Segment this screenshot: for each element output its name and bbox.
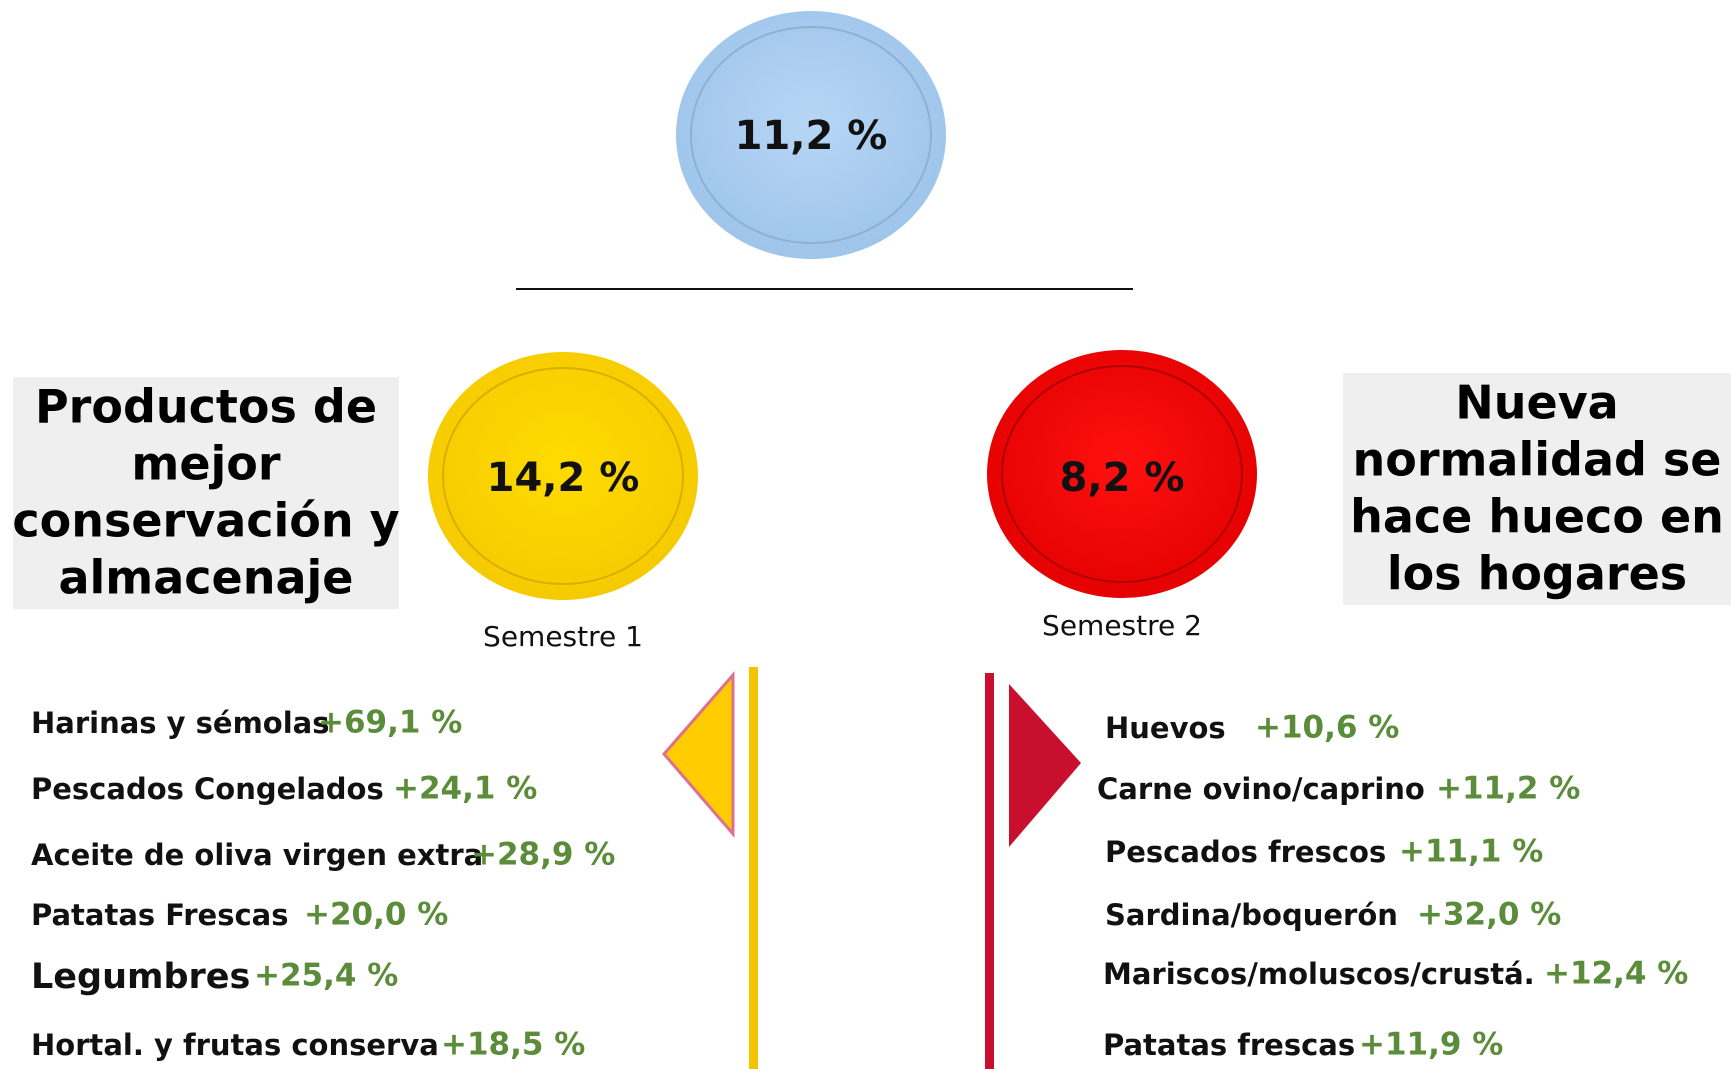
right-ring: [1001, 365, 1243, 583]
right-title: los hogares: [1387, 547, 1687, 601]
right-title: Nueva: [1455, 376, 1618, 430]
total-ring: [690, 26, 932, 244]
item-value: +32,0 %: [1417, 897, 1561, 933]
item-value: +24,1 %: [393, 771, 537, 807]
item-name: Hortal. y frutas conserva: [31, 1028, 439, 1062]
item-value: +10,6 %: [1255, 710, 1399, 746]
left-value: 14,2 %: [487, 455, 640, 501]
item-value: +28,9 %: [471, 837, 615, 873]
item-name: Pescados Congelados: [31, 772, 384, 806]
item-value: +25,4 %: [254, 958, 398, 994]
item-name: Pescados frescos: [1105, 835, 1386, 869]
right-title: hace hueco en: [1350, 490, 1724, 544]
item-name: Legumbres: [31, 957, 250, 997]
right-title: normalidad se: [1352, 433, 1721, 487]
right-label: Semestre 2: [1042, 609, 1202, 642]
right-box: [1343, 373, 1731, 605]
item-value: +11,9 %: [1359, 1027, 1503, 1063]
item-value: +12,4 %: [1544, 956, 1688, 992]
item-value: +18,5 %: [441, 1027, 585, 1063]
item-value: +20,0 %: [304, 897, 448, 933]
left-title: conservación y: [12, 494, 399, 548]
left-pole: [749, 667, 758, 1069]
left-title: almacenaje: [58, 551, 353, 605]
item-value: +69,1 %: [318, 705, 462, 741]
texts: 11,2 % 14,2 % Semestre 1 Productos demejorc…: [12, 113, 1724, 1063]
right-circle: [987, 350, 1257, 598]
left-title: Productos de: [35, 380, 377, 434]
right-flag: [1009, 684, 1081, 847]
item-value: +11,2 %: [1436, 771, 1580, 807]
item-name: Huevos: [1105, 711, 1226, 745]
left-box: [13, 377, 399, 609]
left-circle: [428, 352, 698, 600]
total-circle: [676, 11, 946, 259]
right-value: 8,2 %: [1060, 455, 1185, 501]
left-label: Semestre 1: [483, 620, 643, 653]
item-value: +11,1 %: [1399, 834, 1543, 870]
total-value: 11,2 %: [735, 113, 888, 159]
item-name: Carne ovino/caprino: [1097, 772, 1425, 806]
item-name: Aceite de oliva virgen extra: [31, 838, 483, 872]
left-title: mejor: [131, 437, 281, 491]
left-flag: [662, 671, 735, 839]
item-name: Patatas frescas: [1103, 1028, 1355, 1062]
item-name: Harinas y sémolas: [31, 706, 330, 740]
item-name: Sardina/boquerón: [1105, 898, 1398, 932]
right-pole: [985, 673, 994, 1069]
item-name: Patatas Frescas: [31, 898, 288, 932]
left-ring: [442, 367, 684, 585]
item-name: Mariscos/moluscos/crustá.: [1103, 957, 1535, 991]
